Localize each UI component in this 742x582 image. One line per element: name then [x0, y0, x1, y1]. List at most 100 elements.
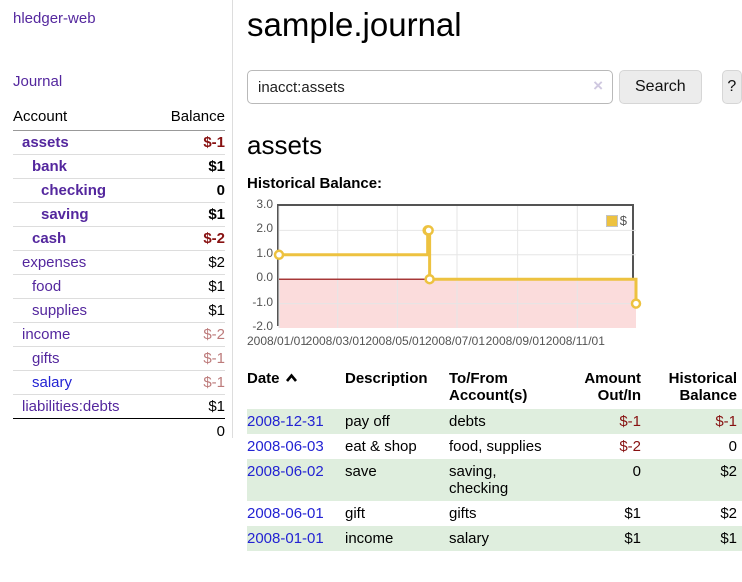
account-row: gifts $-1 [13, 346, 225, 371]
y-axis-tick-label: -1.0 [252, 294, 273, 309]
register-header-date-label: Date [247, 370, 280, 387]
account-balance: $1 [153, 394, 225, 419]
account-link-saving[interactable]: saving [41, 206, 89, 223]
chart-legend: $ [605, 213, 627, 228]
y-axis-tick-label: 0.0 [256, 270, 273, 285]
account-heading: assets [247, 130, 323, 160]
account-link-cash[interactable]: cash [32, 230, 67, 247]
transaction-description: pay off [345, 413, 390, 430]
accounts-total: 0 [153, 418, 225, 444]
accounts-header-account: Account [13, 105, 154, 131]
account-balance: $-1 [203, 134, 225, 151]
transaction-amount: $1 [624, 505, 641, 522]
page-title: sample.journal [247, 6, 462, 43]
account-link-income[interactable]: income [22, 326, 71, 343]
transaction-balance: $1 [720, 530, 737, 547]
x-axis-tick-label: 2008/03/01 [305, 334, 366, 348]
accounts-header-balance: Balance [153, 105, 225, 131]
account-link-liabilities-debts[interactable]: liabilities:debts [22, 398, 120, 415]
register-header-amount: Amount Out/In [584, 370, 641, 404]
account-row: food $1 [13, 274, 225, 299]
y-axis-tick-label: 2.0 [256, 221, 273, 236]
account-balance: $1 [153, 274, 225, 299]
main-content: sample.journal × Search ? assets Histori… [247, 0, 742, 551]
transaction-balance: $-1 [715, 413, 737, 430]
transaction-accounts: gifts [449, 505, 477, 522]
account-balance: $-1 [153, 370, 225, 395]
help-button[interactable]: ? [721, 70, 742, 104]
transaction-description: income [345, 530, 394, 547]
register-row: 2008-06-02 save saving, checking 0 $2 [247, 459, 742, 501]
account-link-salary[interactable]: salary [32, 374, 73, 391]
search-form: × Search ? [247, 70, 742, 104]
transaction-date-link[interactable]: 2008-06-01 [247, 505, 324, 522]
account-link-supplies[interactable]: supplies [32, 302, 88, 319]
data-point [424, 273, 435, 285]
transaction-date-link[interactable]: 2008-06-03 [247, 438, 324, 455]
data-point [630, 298, 642, 309]
account-link-gifts[interactable]: gifts [32, 350, 60, 367]
transaction-accounts: saving, checking [449, 463, 509, 497]
register-row: 2008-01-01 income salary $1 $1 [247, 526, 742, 551]
transaction-amount: $-1 [619, 413, 641, 430]
sidebar-divider [232, 0, 233, 438]
account-row: income $-2 [13, 322, 225, 347]
clear-search-icon[interactable]: × [593, 76, 603, 95]
x-axis-tick-label: 2008/05/01 [365, 334, 426, 348]
transaction-balance: $2 [720, 505, 737, 522]
data-point [273, 249, 285, 261]
register-table: Date Description To/From Account(s) Amou… [247, 368, 742, 551]
account-balance: $1 [153, 154, 225, 179]
transaction-balance: $2 [720, 463, 737, 480]
transaction-date-link[interactable]: 2008-01-01 [247, 530, 324, 547]
register-header-balance: Historical Balance [668, 370, 737, 404]
historical-balance-chart: 3.0 2.0 1.0 0.0 -1.0 -2.0 $ 2008/01/01 2008/03… [247, 197, 742, 350]
account-balance: $-2 [153, 226, 225, 251]
register-header-date[interactable]: Date [247, 368, 345, 409]
x-axis-tick-label: 2008/01/01 [246, 334, 308, 348]
y-axis-tick-label: 1.0 [256, 245, 273, 260]
transaction-description: save [345, 463, 377, 480]
account-link-assets[interactable]: assets [22, 134, 69, 151]
register-row: 2008-06-03 eat & shop food, supplies $-2… [247, 434, 742, 459]
account-row: assets $-1 [13, 131, 225, 155]
transaction-accounts: salary [449, 530, 490, 547]
search-button[interactable]: Search [619, 70, 702, 104]
account-balance: $-1 [153, 346, 225, 371]
account-row: bank $1 [13, 154, 225, 179]
sidebar: hledger-web Journal Account Balance asse… [0, 0, 232, 444]
transaction-balance: 0 [728, 438, 737, 455]
x-axis-tick-label: 2008/09/01 [485, 334, 546, 348]
data-point [423, 225, 434, 236]
register-header-description: Description [345, 370, 428, 387]
account-link-bank[interactable]: bank [32, 158, 68, 175]
account-row: checking 0 [13, 178, 225, 203]
x-axis-tick-label: 2008/07/01 [424, 334, 486, 348]
account-link-checking[interactable]: checking [41, 182, 107, 199]
transaction-amount: $1 [624, 530, 641, 547]
account-balance: $1 [153, 298, 225, 323]
account-row: supplies $1 [13, 298, 225, 323]
transaction-amount: 0 [632, 463, 641, 480]
account-balance: $-2 [153, 322, 225, 347]
transaction-accounts: debts [449, 413, 486, 430]
x-axis-tick-label: 2008/11/01 [545, 334, 605, 348]
transaction-accounts: food, supplies [449, 438, 542, 455]
account-row: saving $1 [13, 202, 225, 227]
sort-ascending-icon [285, 373, 297, 382]
register-row: 2008-12-31 pay off debts $-1 $-1 [247, 409, 742, 434]
legend-swatch-icon [605, 214, 618, 227]
app-title-link[interactable]: hledger-web [13, 10, 96, 27]
account-link-food[interactable]: food [32, 278, 62, 295]
transaction-date-link[interactable]: 2008-12-31 [247, 413, 324, 430]
sidebar-item-journal[interactable]: Journal [13, 73, 63, 90]
y-axis-tick-label: 3.0 [256, 197, 273, 211]
search-input[interactable] [247, 70, 613, 104]
account-row: expenses $2 [13, 250, 225, 275]
transaction-date-link[interactable]: 2008-06-02 [247, 463, 324, 480]
account-row: salary $-1 [13, 370, 225, 395]
register-header-accounts: To/From Account(s) [449, 370, 528, 404]
account-link-expenses[interactable]: expenses [22, 254, 87, 271]
account-balance: $1 [153, 202, 225, 227]
chart-plot-area: $ [273, 204, 642, 328]
